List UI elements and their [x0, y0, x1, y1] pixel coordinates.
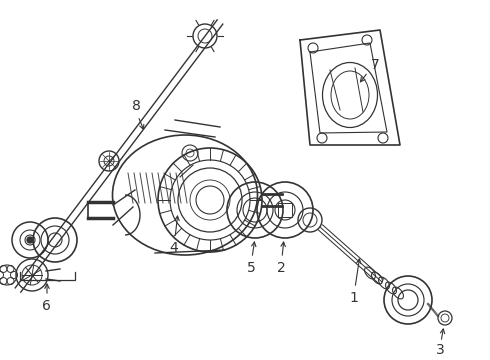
Text: 8: 8 [131, 99, 141, 113]
Text: 3: 3 [436, 343, 444, 357]
Circle shape [27, 237, 33, 243]
Text: 5: 5 [246, 261, 255, 275]
Text: 1: 1 [349, 291, 359, 305]
Text: 2: 2 [277, 261, 285, 275]
Text: 6: 6 [42, 299, 50, 313]
Bar [278, 203, 292, 217]
Text: 4: 4 [170, 241, 178, 255]
Text: 7: 7 [370, 58, 379, 72]
